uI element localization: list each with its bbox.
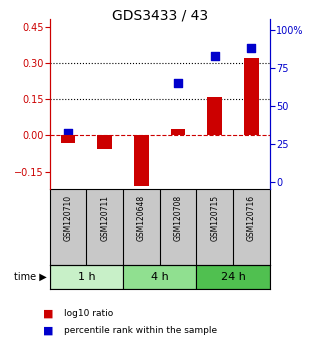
Bar — [171, 130, 185, 136]
Bar — [134, 136, 149, 186]
Text: 24 h: 24 h — [221, 272, 246, 282]
Text: log10 ratio: log10 ratio — [64, 309, 113, 318]
Text: time ▶: time ▶ — [14, 272, 47, 282]
Text: percentile rank within the sample: percentile rank within the sample — [64, 326, 217, 336]
Bar — [97, 136, 112, 149]
Text: ■: ■ — [43, 308, 54, 318]
Text: GSM120711: GSM120711 — [100, 195, 109, 241]
Bar — [61, 136, 75, 143]
Bar — [50, 266, 123, 289]
Point — [176, 80, 181, 86]
Text: GSM120710: GSM120710 — [64, 195, 73, 241]
Point — [212, 53, 217, 59]
Point — [102, 138, 107, 144]
Text: GSM120716: GSM120716 — [247, 195, 256, 241]
Bar — [196, 266, 270, 289]
Text: GSM120715: GSM120715 — [210, 195, 219, 241]
Point — [249, 46, 254, 51]
Text: GSM120708: GSM120708 — [174, 195, 183, 241]
Text: ■: ■ — [43, 326, 54, 336]
Text: 1 h: 1 h — [78, 272, 95, 282]
Text: GSM120648: GSM120648 — [137, 195, 146, 241]
Text: 4 h: 4 h — [151, 272, 169, 282]
Bar — [123, 266, 196, 289]
Text: GDS3433 / 43: GDS3433 / 43 — [112, 9, 209, 23]
Point — [65, 131, 71, 136]
Point — [139, 145, 144, 151]
Bar — [207, 97, 222, 136]
Bar — [244, 58, 259, 136]
